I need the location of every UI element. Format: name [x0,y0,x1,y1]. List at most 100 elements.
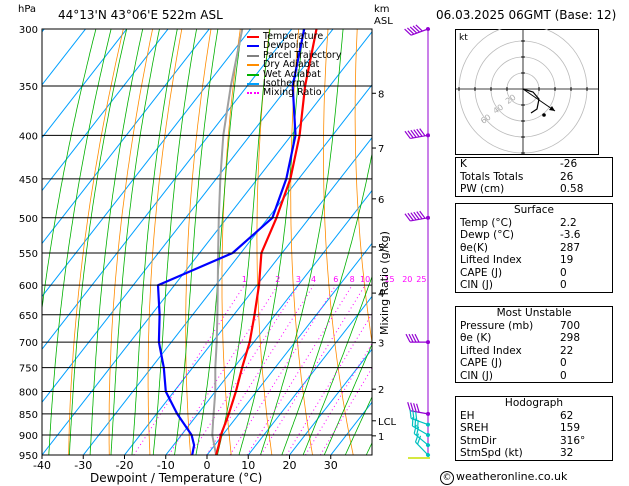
mixing-ratio-label: 20 [402,275,412,284]
wind-barb-flag [416,403,420,413]
wind-barb-point [426,422,430,427]
legend-item: Isotherm [247,79,341,88]
legend-item: Dry Adiabat [247,60,341,69]
wind-barb-flag [412,25,420,33]
index-value: 0 [556,279,613,293]
footer-credit: © weatheronline.co.uk [440,470,567,485]
dewpoint-profile-point [193,444,195,446]
mixing-ratio-line [190,284,299,455]
pressure-tick-label: 850 [19,410,38,421]
wind-barb-flag [415,426,420,436]
index-key: CIN (J) [455,279,556,293]
wind-barb-flag [416,211,423,220]
wind-barb-flag [413,403,417,412]
mixing-ratio-label: 1 [242,275,247,284]
hodograph-trace [522,88,540,114]
wind-barb-flag [414,418,417,428]
height-tick-label: LCL [378,417,397,428]
x-tick-label: -40 [33,459,51,472]
legend-label: Parcel Trajectory [263,49,342,61]
legend-item: Wet Adiabat [247,68,341,80]
pressure-unit-label: hPa [18,4,37,15]
wind-barb-flag [406,27,415,35]
dry-adiabat-line [68,29,124,455]
index-row: Pressure (mb) 700 [455,319,613,332]
indices-table-surface: Surface Temp (°C) 2.2 Dewp (°C) -3.6 θe(K) 287… [455,203,613,293]
pressure-tick-label: 550 [19,249,38,260]
mixing-ratio-line [206,284,315,455]
legend-label: Dry Adiabat [263,59,320,71]
index-value: 0 [556,357,613,370]
wind-barb-point [426,133,430,138]
temperature-profile-point [218,444,220,446]
isotherm-line [42,29,87,86]
legend-label: Wet Adiabat [263,68,321,80]
index-row: CAPE (J) 0 [455,266,613,279]
mixing-ratio-label: 15 [384,275,394,284]
mixing-ratio-axis-title: Mixing Ratio (g/kg) [378,231,391,335]
index-value: 26 [556,170,613,183]
dry-adiabat-line [386,17,435,456]
x-tick-label: -30 [74,459,92,472]
wind-barb-point [426,215,430,220]
index-value: -3.6 [556,229,613,242]
index-row: StmDir 316° [455,434,613,447]
height-tick-label: 1 [378,432,384,443]
x-tick-label: 10 [241,459,255,472]
index-section-title: Hodograph [455,396,613,410]
index-section-title: Most Unstable [455,306,613,320]
wet-adiabat-line [238,29,304,455]
index-row: Lifted Index 19 [455,254,613,267]
height-tick-label: 8 [378,89,384,100]
x-tick-label: 30 [324,459,338,472]
index-row: Temp (°C) 2.2 [455,216,613,229]
x-tick-label: -20 [116,459,134,472]
legend-swatch [247,73,259,76]
x-axis-title: Dewpoint / Temperature (°C) [90,471,263,485]
legend-swatch [247,36,259,38]
index-key: Temp (°C) [455,216,556,229]
mixing-ratio-label: 10 [360,275,370,284]
height-unit-km: km [374,4,390,15]
mixing-ratio-line [246,284,353,455]
height-tick-label: 3 [378,339,384,350]
isotherm-line [42,31,372,455]
index-key: StmSpd (kt) [455,447,556,461]
pressure-tick-label: 400 [19,131,38,142]
index-key: Lifted Index [455,254,556,267]
legend-swatch [247,64,259,67]
legend-label: Mixing Ratio [263,87,322,99]
wind-barb-flag [407,130,414,139]
pressure-tick-label: 450 [19,175,38,186]
index-key: θe(K) [455,241,556,254]
x-tick-label: 20 [283,459,297,472]
index-key: Pressure (mb) [455,319,556,332]
wind-barb-flag [413,424,417,434]
indices-table-most-unstable: Most Unstable Pressure (mb) 700 θe (K) 298 Li… [455,306,613,383]
wet-adiabat-line [68,29,128,455]
indices-table-basic: K -26 Totals Totals 26 PW (cm) 0.58 [455,157,613,197]
index-row: Dewp (°C) -3.6 [455,229,613,242]
wind-barb-flag [415,411,418,421]
isotherm-line [42,29,128,139]
wet-adiabat-line [344,396,372,455]
legend-swatch [247,45,259,48]
index-section-row: Hodograph [455,396,613,410]
wind-barb-staff [412,425,429,436]
mixing-ratio-line [229,284,337,455]
wind-barb-flag [404,130,411,139]
height-unit-asl: ASL [374,16,393,27]
wind-barb-flag [411,333,417,343]
wind-barb-point [426,27,430,31]
index-value: 0.58 [556,183,613,197]
isotherm-line [42,29,169,192]
pressure-tick-label: 700 [19,338,38,349]
index-key: CIN (J) [455,369,556,383]
index-value: 32 [556,447,613,461]
wet-adiabat-line [195,29,243,455]
wind-barb [414,433,430,457]
height-unit-label: km ASL [374,4,393,28]
wet-adiabat-line [302,275,372,455]
height-tick-label: 7 [378,144,384,155]
legend-swatch [247,54,259,57]
